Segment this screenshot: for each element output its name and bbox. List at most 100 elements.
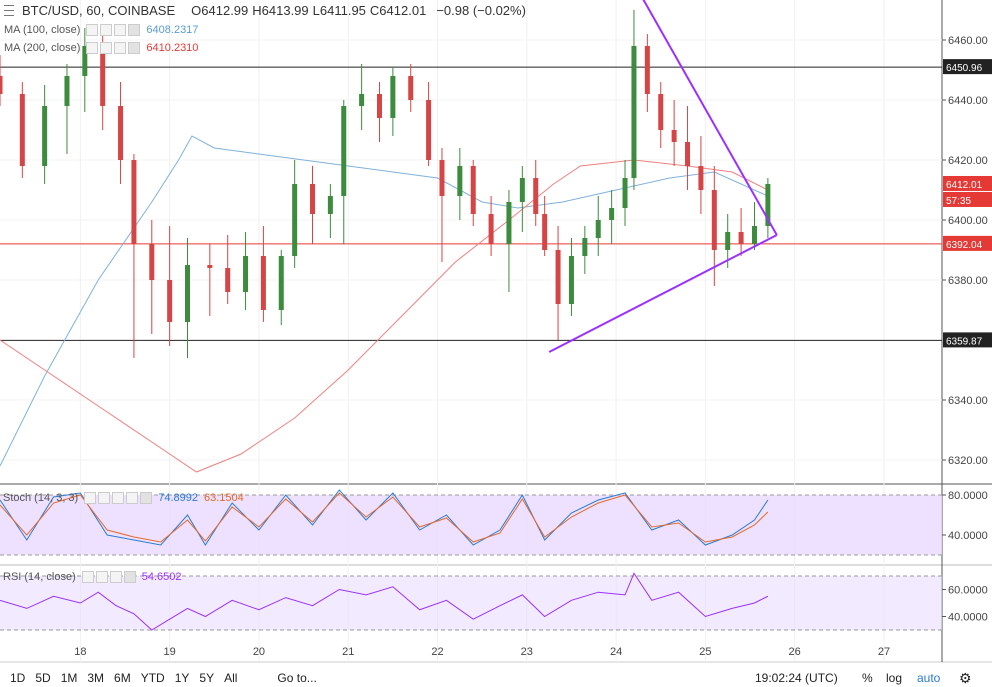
percent-toggle[interactable]: % — [862, 671, 873, 685]
candle[interactable] — [519, 166, 525, 232]
trend-line[interactable] — [548, 234, 778, 353]
candle[interactable] — [555, 226, 561, 340]
candle[interactable] — [622, 160, 628, 226]
timeframe-ytd[interactable]: YTD — [140, 671, 165, 685]
trend-line[interactable] — [598, 0, 778, 236]
candle[interactable] — [582, 226, 588, 274]
eye-icon[interactable] — [86, 24, 99, 36]
candle[interactable] — [310, 166, 316, 244]
eye-icon[interactable] — [86, 42, 99, 54]
candle[interactable] — [185, 238, 191, 358]
timeframe-1m[interactable]: 1M — [60, 671, 78, 685]
candle[interactable] — [426, 82, 432, 166]
candle[interactable] — [685, 106, 691, 190]
copy-icon[interactable] — [126, 492, 139, 504]
candle[interactable] — [42, 85, 48, 184]
candle[interactable] — [292, 160, 298, 268]
settings-icon[interactable]: ⚙ — [959, 669, 972, 686]
symbol-name[interactable]: BTC/USD, 60, COINBASE — [22, 3, 176, 18]
ma100-label[interactable]: MA (100, close) — [4, 24, 81, 36]
candle[interactable] — [506, 190, 512, 292]
candle[interactable] — [359, 64, 365, 130]
timeframe-1y[interactable]: 1Y — [174, 671, 190, 685]
candle[interactable] — [725, 214, 731, 268]
eye-icon[interactable] — [84, 492, 97, 504]
close-icon[interactable] — [123, 571, 136, 583]
price-pane[interactable] — [0, 0, 942, 473]
timeframe-5d[interactable]: 5D — [35, 671, 51, 685]
close-icon[interactable] — [128, 42, 141, 54]
candle[interactable] — [671, 100, 677, 166]
gear-icon[interactable] — [114, 24, 127, 36]
candle[interactable] — [457, 148, 463, 220]
log-toggle[interactable]: log — [886, 671, 903, 685]
rsi-pane[interactable] — [0, 572, 942, 631]
candle[interactable] — [207, 244, 213, 316]
ma200-label[interactable]: MA (200, close) — [4, 42, 81, 54]
stoch-label[interactable]: Stoch (14, 3, 3) — [3, 492, 79, 504]
candle-body — [19, 94, 25, 166]
candle[interactable] — [390, 67, 396, 136]
candle[interactable] — [341, 100, 347, 244]
candle[interactable] — [260, 226, 266, 322]
candle[interactable] — [568, 238, 574, 316]
candle[interactable] — [488, 196, 494, 256]
price-axis[interactable]: 6480.006460.006440.006420.006400.006380.… — [942, 0, 992, 624]
candle[interactable] — [439, 148, 445, 262]
gear-icon[interactable] — [112, 492, 125, 504]
time-axis[interactable]: 18 19 20 21 22 23 24 25 26 27 — [74, 646, 890, 658]
candle[interactable] — [118, 82, 124, 184]
timeframe-5y[interactable]: 5Y — [199, 671, 215, 685]
menu-icon[interactable] — [4, 5, 14, 16]
candle[interactable] — [376, 82, 382, 142]
candle[interactable] — [765, 178, 771, 238]
candle[interactable] — [738, 208, 744, 256]
timeframe-1d[interactable]: 1D — [10, 671, 26, 685]
candle[interactable] — [82, 28, 88, 112]
candle[interactable] — [149, 220, 155, 334]
candle-body — [658, 94, 664, 130]
rsi-label[interactable]: RSI (14, close) — [3, 571, 76, 583]
rsi-line — [0, 572, 769, 631]
timeframe-6m[interactable]: 6M — [114, 671, 131, 685]
candle[interactable] — [542, 196, 548, 256]
candle[interactable] — [131, 154, 137, 358]
candle[interactable] — [658, 82, 664, 148]
candle[interactable] — [609, 190, 615, 244]
settings-icon[interactable] — [100, 24, 113, 36]
candle[interactable] — [408, 64, 414, 112]
settings-icon[interactable] — [98, 492, 111, 504]
eye-icon[interactable] — [81, 571, 94, 583]
timeframe-all[interactable]: All — [224, 671, 238, 685]
candle[interactable] — [243, 232, 249, 310]
candle[interactable] — [533, 160, 539, 226]
candle[interactable] — [167, 226, 173, 346]
gear-icon[interactable] — [109, 571, 122, 583]
goto-button[interactable]: Go to... — [277, 671, 317, 685]
time-tick-label: 18 — [74, 646, 86, 658]
close-icon[interactable] — [140, 492, 153, 504]
candle[interactable] — [64, 64, 70, 154]
price-marker-bg — [943, 235, 992, 251]
close-icon[interactable] — [128, 24, 141, 36]
candle[interactable] — [0, 55, 3, 106]
candle[interactable] — [225, 235, 231, 304]
settings-icon[interactable] — [100, 42, 113, 54]
timeframe-3m[interactable]: 3M — [87, 671, 105, 685]
candle[interactable] — [644, 34, 650, 112]
utc-time[interactable]: 19:02:24 (UTC) — [755, 671, 838, 685]
candle[interactable] — [751, 202, 757, 250]
candle[interactable] — [698, 136, 704, 214]
candle[interactable] — [327, 184, 333, 238]
stoch-pane[interactable] — [0, 489, 942, 556]
candle[interactable] — [470, 160, 476, 226]
candle-body — [225, 268, 231, 292]
auto-toggle[interactable]: auto — [917, 671, 941, 685]
candle[interactable] — [19, 82, 25, 178]
gear-icon[interactable] — [114, 42, 127, 54]
settings-icon[interactable] — [95, 571, 108, 583]
candle[interactable] — [631, 10, 637, 190]
candle[interactable] — [278, 250, 284, 325]
candle[interactable] — [595, 196, 601, 256]
